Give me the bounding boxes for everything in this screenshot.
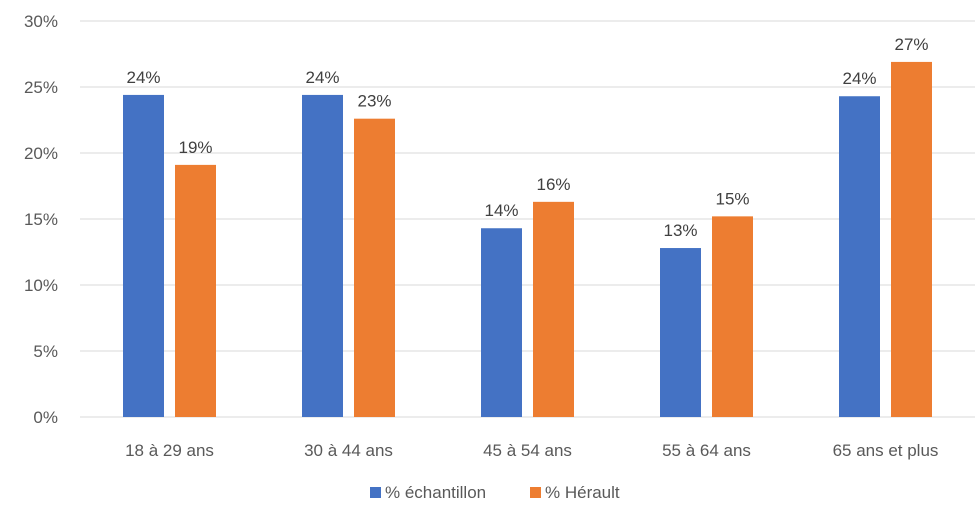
y-tick-label: 15% — [24, 210, 58, 229]
y-tick-label: 20% — [24, 144, 58, 163]
legend-label: % échantillon — [385, 483, 486, 502]
bar-herault — [891, 61, 932, 418]
data-label: 24% — [126, 68, 160, 87]
data-label: 19% — [178, 138, 212, 157]
x-axis-tick-labels: 18 à 29 ans 30 à 44 ans 45 à 54 ans 55 à 64… — [125, 441, 938, 460]
y-tick-label: 25% — [24, 78, 58, 97]
data-label: 14% — [484, 201, 518, 220]
x-tick-label: 55 à 64 ans — [662, 441, 751, 460]
data-label: 24% — [305, 68, 339, 87]
x-tick-label: 45 à 54 ans — [483, 441, 572, 460]
bar-echantillon — [660, 248, 701, 417]
x-tick-label: 65 ans et plus — [833, 441, 939, 460]
x-tick-label: 30 à 44 ans — [304, 441, 393, 460]
bars — [123, 61, 932, 418]
y-tick-label: 0% — [33, 408, 58, 427]
bar-echantillon — [481, 228, 522, 417]
legend-label: % Hérault — [545, 483, 620, 502]
bar-herault — [175, 164, 216, 417]
gridlines — [80, 20, 975, 418]
bar-herault — [712, 216, 753, 417]
legend-swatch — [530, 487, 541, 498]
bar-echantillon — [123, 94, 164, 418]
bar-echantillon — [302, 94, 343, 418]
y-tick-label: 10% — [24, 276, 58, 295]
data-label: 13% — [663, 221, 697, 240]
legend-swatch — [370, 487, 381, 498]
x-tick-label: 18 à 29 ans — [125, 441, 214, 460]
legend: % échantillon % Hérault — [370, 483, 620, 502]
y-tick-label: 30% — [24, 12, 58, 31]
data-label: 23% — [357, 92, 391, 111]
bar-herault — [354, 118, 395, 418]
y-axis-tick-labels: 0% 5% 10% 15% 20% 25% 30% — [24, 12, 58, 427]
data-label: 15% — [715, 189, 749, 208]
bar-echantillon — [839, 96, 880, 418]
data-labels: 24% 19% 24% 23% 14% 16% 13% 15% 24% 27% — [126, 35, 928, 240]
y-tick-label: 5% — [33, 342, 58, 361]
data-label: 24% — [842, 69, 876, 88]
bar-herault — [533, 201, 574, 417]
data-label: 16% — [536, 175, 570, 194]
data-label: 27% — [894, 35, 928, 54]
